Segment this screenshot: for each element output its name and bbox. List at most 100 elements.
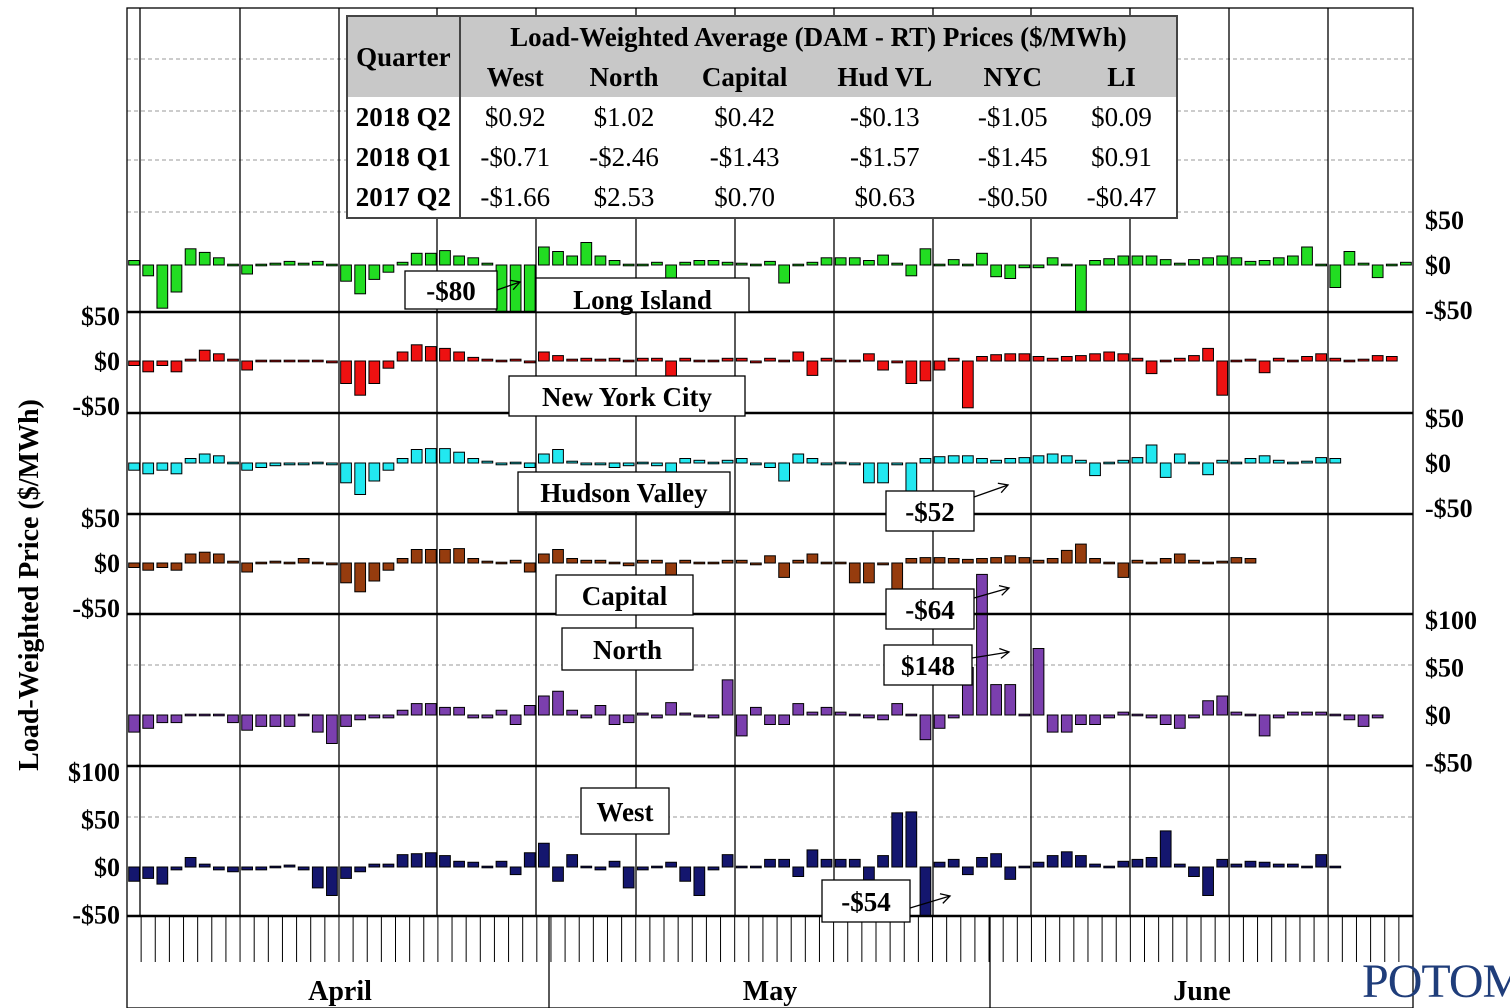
bar-0-3	[170, 264, 183, 293]
bar-0-61	[990, 264, 1002, 278]
labels-layer: $50 $0 -$50 $50 $0 -$50 $50 $0 -$50 $50 $0 -$50 $100…	[68, 206, 1477, 1007]
tick-label: $50	[1425, 654, 1464, 683]
bar-1-84	[1315, 353, 1328, 362]
bar-5-74	[1173, 863, 1186, 868]
bar-0-49	[820, 257, 833, 266]
bar-0-34	[608, 260, 621, 266]
arrow-head	[998, 585, 1011, 596]
bar-4-4	[184, 713, 197, 717]
table-row: 2017 Q2 -$1.66 $2.53 $0.70 $0.63 -$0.50 …	[347, 177, 1177, 218]
bar-5-28	[523, 852, 536, 868]
y-axis-label: Load-Weighted Price ($/MWh)	[14, 399, 45, 771]
bar-3-16	[354, 562, 367, 593]
bar-5-83	[1301, 865, 1313, 869]
bar-5-23	[453, 860, 465, 868]
bar-3-65	[1046, 558, 1059, 564]
bar-2-39	[679, 458, 692, 464]
table-cell: -$2.46	[589, 141, 659, 172]
bar-1-0	[128, 360, 140, 366]
bar-2-15	[340, 462, 352, 484]
bar-0-41	[707, 260, 720, 266]
col-header-north: North	[569, 57, 679, 97]
bar-3-31	[566, 558, 579, 564]
bar-3-78	[1230, 557, 1243, 564]
arrow-head	[999, 647, 1011, 659]
bar-2-31	[566, 460, 579, 464]
bar-5-29	[538, 842, 550, 868]
bar-0-14	[326, 263, 338, 267]
arrow-head	[997, 482, 1010, 494]
callout-arrow	[973, 484, 1009, 498]
bar-1-13	[311, 359, 324, 363]
quarter-summary-table: Quarter Load-Weighted Average (DAM - RT)…	[346, 15, 1178, 219]
bar-1-75	[1188, 355, 1200, 362]
bar-0-67	[1075, 264, 1087, 313]
bar-2-30	[552, 449, 564, 464]
bar-5-72	[1145, 857, 1158, 868]
bar-4-63	[1018, 713, 1031, 717]
bar-0-80	[1258, 260, 1271, 266]
bar-1-48	[806, 360, 819, 376]
bar-4-45	[764, 714, 776, 725]
bar-1-62	[1004, 353, 1017, 362]
bar-5-63	[1018, 865, 1031, 869]
bar-1-4	[184, 358, 197, 362]
table-cell: $0.91	[1091, 141, 1152, 172]
bar-1-66	[1060, 356, 1073, 362]
bar-2-80	[1258, 455, 1271, 464]
bar-3-8	[241, 562, 253, 573]
tick-label: $100	[1425, 606, 1477, 635]
bar-4-56	[919, 714, 932, 741]
bar-4-32	[580, 714, 593, 719]
bar-1-63	[1018, 353, 1031, 362]
bar-3-56	[919, 557, 932, 564]
bar-1-14	[326, 360, 338, 364]
bar-0-85	[1329, 264, 1342, 288]
bar-2-35	[622, 462, 635, 467]
bar-2-10	[269, 462, 282, 467]
tick-label: -$50	[72, 392, 120, 421]
bar-4-10	[269, 714, 282, 727]
bar-1-31	[566, 358, 579, 362]
bar-0-23	[453, 255, 465, 266]
bar-3-43	[735, 559, 748, 564]
bar-3-63	[1018, 557, 1031, 564]
bar-0-88	[1371, 264, 1384, 279]
bar-0-33	[594, 255, 607, 266]
table-cell: -$1.05	[977, 101, 1048, 132]
bar-2-43	[735, 458, 748, 464]
bar-0-59	[961, 263, 974, 267]
panel-name-box	[561, 627, 694, 671]
bar-4-29	[538, 695, 550, 716]
bar-2-17	[368, 462, 381, 482]
bar-2-27	[509, 461, 522, 465]
bars-layer	[128, 242, 1412, 917]
bar-2-83	[1301, 460, 1313, 464]
bar-0-25	[481, 262, 494, 266]
bar-1-72	[1145, 360, 1158, 375]
panel-name-label: West	[597, 797, 654, 827]
bar-0-69	[1103, 258, 1116, 266]
bar-5-82	[1287, 863, 1299, 868]
bar-2-51	[848, 462, 861, 466]
bar-2-32	[580, 462, 593, 466]
bar-2-47	[792, 453, 805, 464]
bar-5-5	[198, 863, 211, 868]
bar-4-42	[721, 679, 734, 716]
tick-label: -$50	[72, 594, 120, 623]
bar-0-28	[523, 264, 536, 313]
bar-4-12	[297, 713, 310, 717]
bar-0-74	[1173, 262, 1186, 266]
bar-4-41	[707, 714, 720, 719]
bar-2-24	[467, 458, 480, 464]
bar-3-19	[396, 558, 409, 564]
bar-2-5	[198, 453, 211, 464]
bar-4-70	[1117, 711, 1130, 716]
bar-5-73	[1159, 830, 1172, 868]
bar-2-61	[990, 459, 1002, 464]
bar-0-2	[156, 264, 169, 309]
callout-arrow	[909, 895, 951, 909]
bar-1-25	[481, 358, 494, 362]
bar-1-1	[142, 360, 155, 373]
bar-3-9	[255, 561, 268, 565]
